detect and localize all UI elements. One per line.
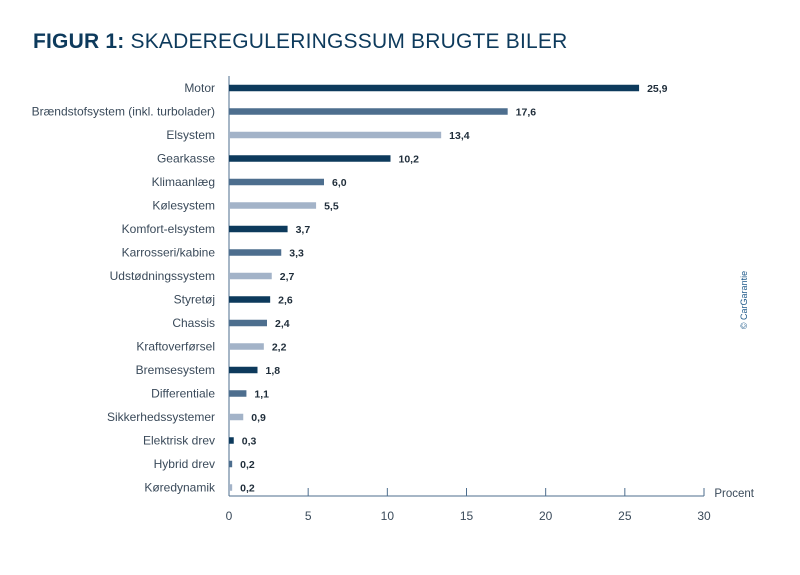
bar xyxy=(229,155,391,162)
bar xyxy=(229,460,233,468)
value-label: 3,3 xyxy=(289,248,304,260)
bar xyxy=(229,366,258,374)
category-label: Køredynamik xyxy=(144,481,216,495)
value-label: 17,6 xyxy=(516,107,537,119)
x-axis-label: Procent xyxy=(714,488,754,500)
value-label: 0,3 xyxy=(242,436,257,448)
category-label: Bremsesystem xyxy=(136,363,215,377)
bar xyxy=(229,131,442,139)
bar xyxy=(229,202,317,209)
category-label: Elektrisk drev xyxy=(143,434,215,448)
category-label: Brændstofsystem (inkl. turbolader) xyxy=(32,105,215,119)
category-label: Udstødningssystem xyxy=(110,269,215,283)
bar xyxy=(229,249,282,256)
value-label: 2,2 xyxy=(272,342,287,354)
x-tick-label-20: 20 xyxy=(539,509,553,523)
bar xyxy=(229,437,234,444)
x-tick-label-30: 30 xyxy=(697,509,711,523)
bar xyxy=(229,343,264,350)
category-label: Elsystem xyxy=(166,128,215,142)
value-label: 0,2 xyxy=(240,483,255,495)
category-label: Differentiale xyxy=(151,387,215,401)
value-label: 5,5 xyxy=(324,201,339,213)
category-label: Komfort-elsystem xyxy=(122,222,215,236)
bar xyxy=(229,296,271,303)
bar xyxy=(229,413,244,421)
bar xyxy=(229,319,267,327)
bar xyxy=(229,484,233,491)
bar xyxy=(229,178,324,186)
bar xyxy=(229,272,272,280)
value-label: 1,8 xyxy=(266,365,281,377)
bar xyxy=(229,225,288,233)
value-label: 0,2 xyxy=(240,459,255,471)
value-label: 1,1 xyxy=(254,389,269,401)
category-label: Klimaanlæg xyxy=(152,175,215,189)
value-label: 13,4 xyxy=(449,130,470,142)
x-tick-label-15: 15 xyxy=(460,509,474,523)
x-tick-label-0: 0 xyxy=(226,509,233,523)
category-label: Kraftoverførsel xyxy=(136,340,215,354)
category-label: Chassis xyxy=(172,316,215,330)
category-label: Gearkasse xyxy=(157,152,215,166)
value-label: 2,7 xyxy=(280,271,295,283)
category-label: Hybrid drev xyxy=(154,457,215,471)
category-label: Sikkerhedssystemer xyxy=(107,410,215,424)
value-label: 0,9 xyxy=(251,412,266,424)
category-label: Styretøj xyxy=(174,293,215,307)
figure-number: FIGUR 1: xyxy=(33,30,125,53)
bar xyxy=(229,390,247,397)
chart-title: FIGUR 1: SKADEREGULERINGSSUM BRUGTE BILE… xyxy=(33,30,567,54)
value-label: 25,9 xyxy=(647,83,668,95)
category-label: Karrosseri/kabine xyxy=(122,246,216,260)
value-label: 3,7 xyxy=(296,224,311,236)
x-tick-label-10: 10 xyxy=(381,509,395,523)
bar xyxy=(229,84,640,92)
value-label: 2,4 xyxy=(275,318,290,330)
category-label: Motor xyxy=(184,81,215,95)
value-label: 2,6 xyxy=(278,295,293,307)
x-tick-label-5: 5 xyxy=(305,509,312,523)
category-label: Kølesystem xyxy=(152,199,215,213)
x-tick-label-25: 25 xyxy=(618,509,632,523)
value-label: 6,0 xyxy=(332,177,347,189)
bar xyxy=(229,108,508,115)
figure-title-text: SKADEREGULERINGSSUM BRUGTE BILER xyxy=(130,30,568,53)
value-label: 10,2 xyxy=(399,154,420,166)
